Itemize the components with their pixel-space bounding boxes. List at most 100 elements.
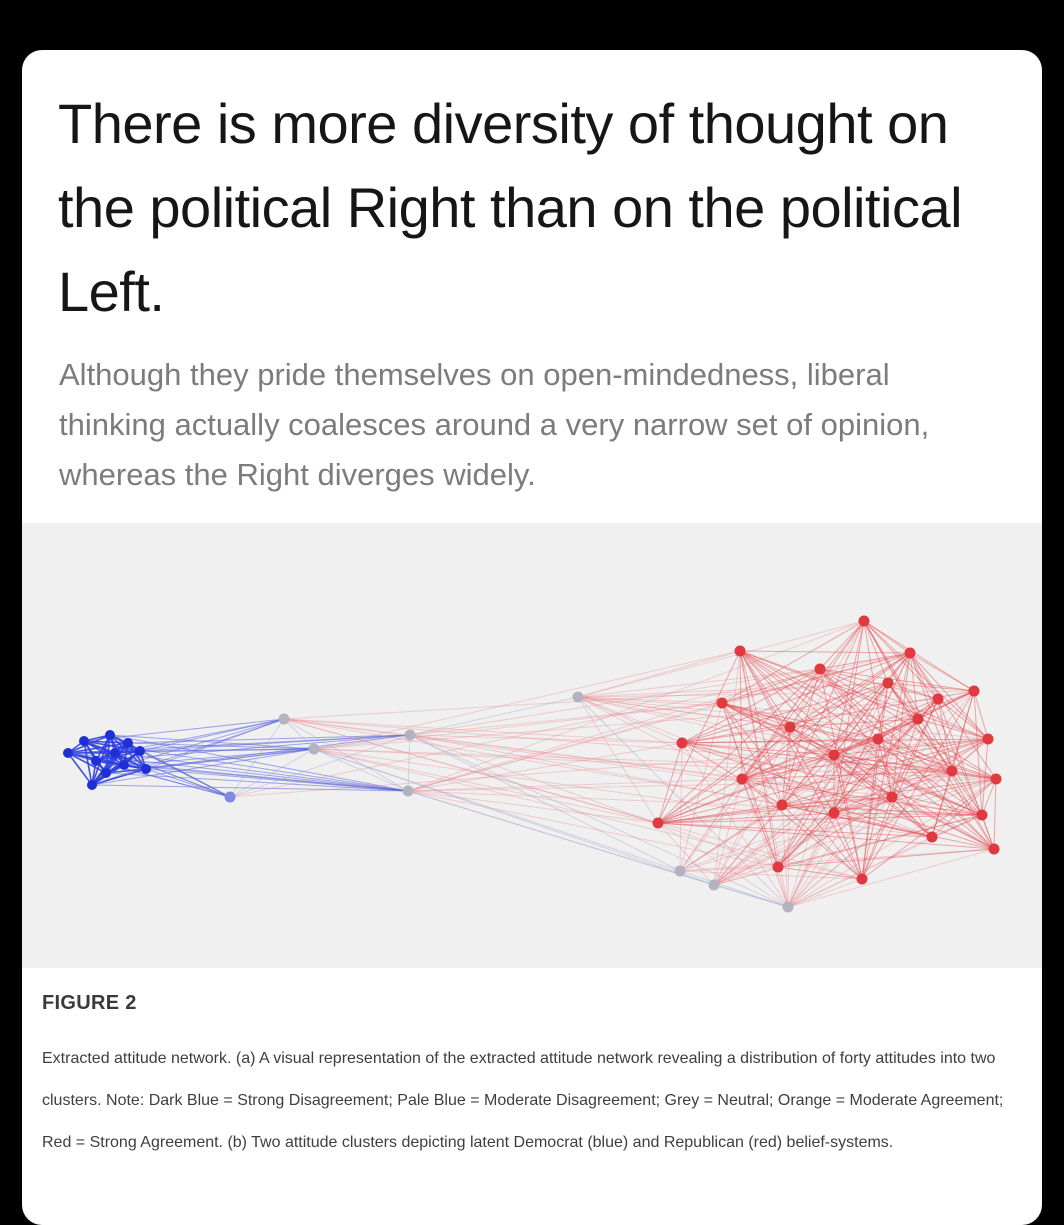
- network-edge: [819, 668, 939, 700]
- network-edge: [407, 790, 789, 908]
- network-edge: [713, 690, 975, 886]
- network-edge: [931, 814, 983, 838]
- network-edge: [577, 696, 789, 908]
- network-edge: [139, 750, 231, 798]
- network-edge: [657, 822, 933, 838]
- network-edge: [127, 742, 147, 770]
- network-node: [828, 807, 840, 819]
- network-edge: [657, 814, 983, 824]
- network-edge: [283, 718, 953, 772]
- network-edge: [909, 652, 939, 700]
- network-edge: [407, 668, 821, 792]
- network-edge: [283, 718, 659, 824]
- network-edge: [681, 742, 789, 908]
- network-edge: [781, 796, 893, 806]
- network-edge: [909, 652, 919, 720]
- network-edge: [937, 698, 989, 740]
- network-node: [652, 817, 664, 829]
- network-edge: [739, 650, 863, 880]
- network-edge: [713, 668, 821, 886]
- network-edge: [713, 718, 919, 886]
- network-edge: [863, 620, 893, 798]
- network-edge: [877, 738, 953, 772]
- network-edge: [657, 778, 997, 824]
- network-edge: [721, 702, 789, 908]
- network-edge: [679, 668, 821, 872]
- network-edge: [721, 702, 893, 798]
- network-edge: [833, 754, 933, 838]
- network-node: [119, 760, 129, 770]
- network-edge: [777, 848, 995, 868]
- network-edge: [657, 822, 995, 850]
- network-edge: [993, 778, 997, 850]
- network-edge: [833, 796, 893, 814]
- network-node: [278, 713, 290, 725]
- network-edge: [739, 650, 983, 816]
- network-edge: [781, 804, 995, 850]
- network-edge: [679, 778, 743, 872]
- network-edge: [777, 796, 893, 868]
- network-edge: [407, 790, 659, 824]
- network-edge: [833, 620, 865, 756]
- network-edge: [891, 796, 933, 838]
- network-edge: [863, 620, 889, 684]
- network-edge: [681, 690, 975, 744]
- network-edge: [713, 812, 835, 886]
- network-edge: [409, 668, 821, 736]
- network-edge: [681, 742, 997, 780]
- network-edge: [109, 734, 315, 750]
- network-edge: [657, 652, 911, 824]
- network-edge: [577, 696, 933, 838]
- network-edge: [739, 650, 989, 740]
- network-edge: [833, 738, 879, 756]
- network-edge: [721, 668, 821, 704]
- network-edge: [833, 812, 933, 838]
- network-edge: [741, 778, 933, 838]
- network-edge: [833, 652, 911, 756]
- network-node: [926, 831, 938, 843]
- network-edge: [741, 754, 835, 780]
- network-node: [105, 730, 115, 740]
- network-edge: [83, 740, 93, 786]
- network-edge: [577, 668, 821, 698]
- network-edge: [313, 748, 953, 772]
- network-edge: [741, 668, 821, 780]
- network-edge: [741, 682, 889, 780]
- network-edge: [409, 734, 681, 872]
- network-edge: [819, 668, 997, 780]
- network-edge: [313, 748, 933, 838]
- network-edge: [973, 690, 989, 740]
- network-edge: [123, 748, 315, 766]
- network-edge: [91, 748, 315, 786]
- network-node: [858, 615, 870, 627]
- network-edge: [313, 748, 997, 780]
- network-edge: [679, 702, 723, 872]
- network-node: [990, 773, 1002, 785]
- network-edge: [713, 866, 779, 886]
- network-edge: [657, 822, 789, 908]
- network-node: [882, 677, 894, 689]
- network-edge: [789, 726, 983, 816]
- network-edge: [819, 668, 989, 740]
- network-edge: [877, 718, 919, 740]
- network-edge: [679, 726, 791, 872]
- network-edge: [409, 734, 783, 806]
- network-edge: [787, 836, 933, 908]
- network-edge: [679, 866, 779, 872]
- network-edge: [833, 690, 975, 756]
- network-edge: [577, 696, 989, 740]
- network-edge: [407, 778, 743, 792]
- network-edge: [951, 738, 989, 772]
- network-edge: [657, 742, 683, 824]
- network-edge: [713, 650, 741, 886]
- network-edge: [863, 620, 911, 654]
- network-edge: [409, 696, 579, 736]
- network-edge: [657, 778, 743, 824]
- network-edge: [409, 734, 789, 908]
- network-edge: [721, 702, 953, 772]
- network-edge: [787, 754, 835, 908]
- network-edge: [891, 738, 989, 798]
- network-edge: [789, 726, 933, 838]
- network-edge: [713, 814, 983, 886]
- network-edge: [91, 734, 111, 786]
